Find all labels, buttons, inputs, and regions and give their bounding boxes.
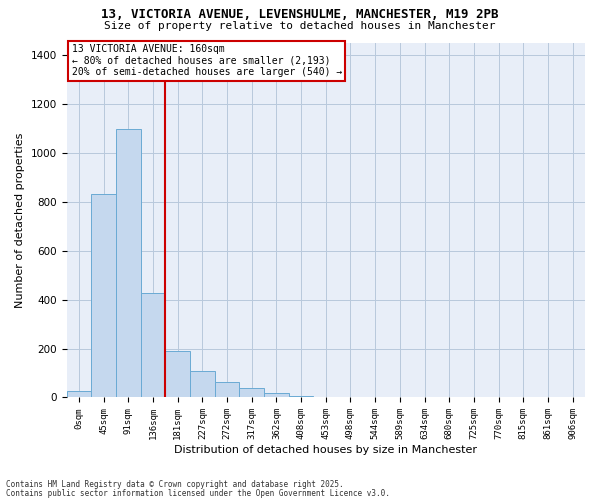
Bar [215, 382, 239, 398]
Bar [165, 351, 190, 398]
Text: 13, VICTORIA AVENUE, LEVENSHULME, MANCHESTER, M19 2PB: 13, VICTORIA AVENUE, LEVENSHULME, MANCHE… [101, 8, 499, 20]
Text: Contains HM Land Registry data © Crown copyright and database right 2025.: Contains HM Land Registry data © Crown c… [6, 480, 344, 489]
Bar [116, 130, 140, 398]
Bar [140, 294, 165, 398]
Bar [264, 392, 289, 398]
Bar [91, 194, 116, 398]
Bar [67, 392, 91, 398]
X-axis label: Distribution of detached houses by size in Manchester: Distribution of detached houses by size … [174, 445, 477, 455]
Text: 13 VICTORIA AVENUE: 160sqm
← 80% of detached houses are smaller (2,193)
20% of s: 13 VICTORIA AVENUE: 160sqm ← 80% of deta… [72, 44, 342, 78]
Text: Contains public sector information licensed under the Open Government Licence v3: Contains public sector information licen… [6, 488, 390, 498]
Y-axis label: Number of detached properties: Number of detached properties [15, 132, 25, 308]
Text: Size of property relative to detached houses in Manchester: Size of property relative to detached ho… [104, 21, 496, 31]
Bar [239, 388, 264, 398]
Bar [289, 396, 313, 398]
Bar [190, 371, 215, 398]
